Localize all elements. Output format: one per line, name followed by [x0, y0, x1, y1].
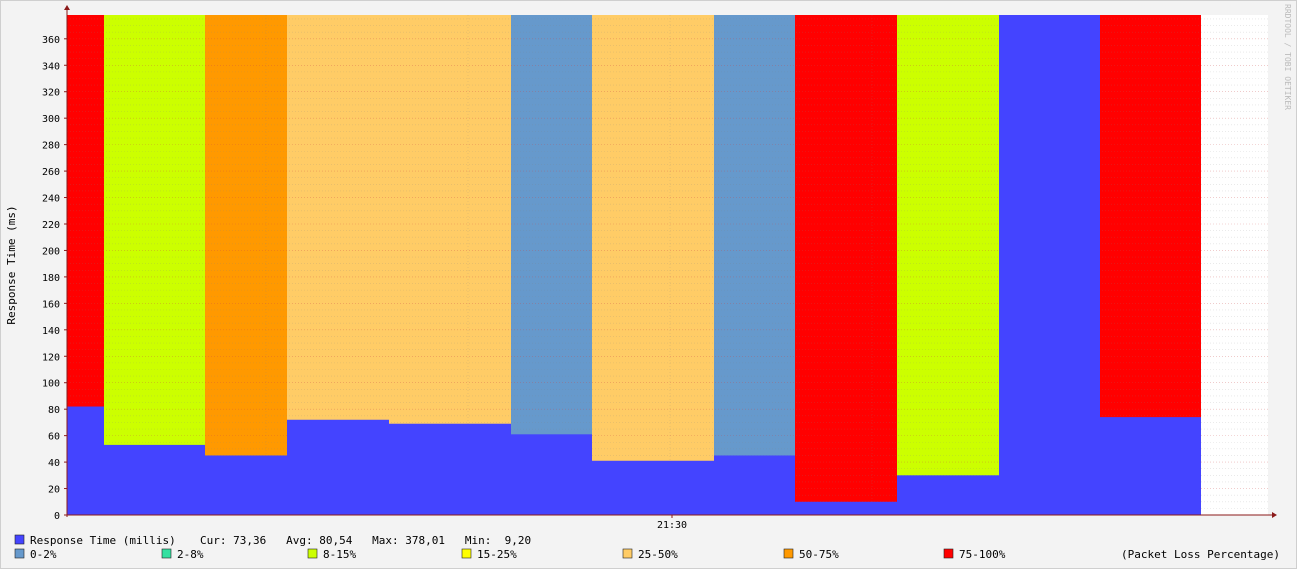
- loss-band-swatch-15-25%: [461, 548, 472, 559]
- y-tick-label: 180: [42, 273, 60, 284]
- loss-band-9: [897, 15, 999, 515]
- y-tick-label: 40: [48, 458, 60, 469]
- response-time-bar-2: [205, 455, 287, 515]
- loss-band-label: 50-75%: [799, 548, 839, 561]
- y-tick-label: 120: [42, 352, 60, 363]
- x-axis-arrow: [1272, 512, 1277, 518]
- loss-band-label: 75-100%: [959, 548, 1006, 561]
- loss-band-swatch-25-50%: [622, 548, 633, 559]
- legend: Response Time (millis) Cur: 73,36 Avg: 8…: [14, 534, 1280, 561]
- y-tick-label: 320: [42, 88, 60, 99]
- response-time-bar-7: [714, 455, 795, 515]
- loss-band-8: [795, 15, 897, 515]
- loss-band-swatch-0-2%: [14, 548, 25, 559]
- response-time-bar-5: [511, 434, 592, 515]
- y-axis-label: Response Time (ms): [5, 205, 18, 324]
- loss-band-swatch-50-75%: [783, 548, 794, 559]
- loss-band-1: [104, 15, 205, 515]
- y-tick-label: 340: [42, 61, 60, 72]
- loss-band-label: 25-50%: [638, 548, 678, 561]
- y-tick-label: 60: [48, 432, 60, 443]
- response-time-layer: [67, 15, 1201, 515]
- response-time-bar-1: [104, 444, 205, 515]
- response-time-bar-3: [287, 419, 389, 515]
- y-tick-label: 20: [48, 485, 60, 496]
- y-tick-label: 280: [42, 141, 60, 152]
- y-tick-label: 0: [54, 511, 60, 522]
- loss-band-7: [714, 15, 795, 515]
- response-time-bar-4: [389, 423, 511, 515]
- response-time-bar-8: [795, 501, 897, 515]
- loss-band-5: [511, 15, 592, 515]
- loss-band-2: [205, 15, 287, 515]
- watermark: RRDTOOL / TOBI OETIKER: [1283, 4, 1292, 110]
- response-time-bar-10: [999, 15, 1100, 515]
- loss-band-swatch-2-8%: [161, 548, 172, 559]
- loss-band-label: 15-25%: [477, 548, 517, 561]
- y-tick-label: 200: [42, 246, 60, 257]
- response-time-stats: Cur: 73,36 Avg: 80,54 Max: 378,01 Min: 9…: [200, 534, 531, 547]
- y-tick-label: 360: [42, 35, 60, 46]
- response-time-swatch: [14, 534, 25, 545]
- y-tick-label: 80: [48, 405, 60, 416]
- axes-layer: 0 20 40 60 80 100 120 140 160 180 200 220 240 260 280 3…: [42, 5, 1277, 531]
- y-tick-label: 220: [42, 220, 60, 231]
- y-tick-label: 100: [42, 379, 60, 390]
- response-time-bar-9: [897, 475, 999, 515]
- x-tick-label: 21:30: [657, 520, 687, 531]
- y-axis-arrow: [64, 5, 70, 10]
- loss-band-swatch-8-15%: [307, 548, 318, 559]
- y-tick-label: 140: [42, 326, 60, 337]
- loss-band-label: 2-8%: [177, 548, 204, 561]
- response-time-legend-label: Response Time (millis): [30, 534, 176, 547]
- response-time-bar-11: [1100, 417, 1201, 515]
- y-tick-label: 300: [42, 114, 60, 125]
- loss-band-swatch-75-100%: [943, 548, 954, 559]
- response-time-bar-6: [592, 460, 714, 515]
- packet-loss-legend-title: (Packet Loss Percentage): [1121, 548, 1280, 561]
- loss-bands-layer: [67, 15, 1201, 515]
- y-tick-label: 240: [42, 194, 60, 205]
- loss-band-label: 0-2%: [30, 548, 57, 561]
- response-time-bar-0: [67, 406, 104, 515]
- y-tick-label: 260: [42, 167, 60, 178]
- y-tick-label: 160: [42, 299, 60, 310]
- loss-band-label: 8-15%: [323, 548, 356, 561]
- loss-band-6: [592, 15, 714, 515]
